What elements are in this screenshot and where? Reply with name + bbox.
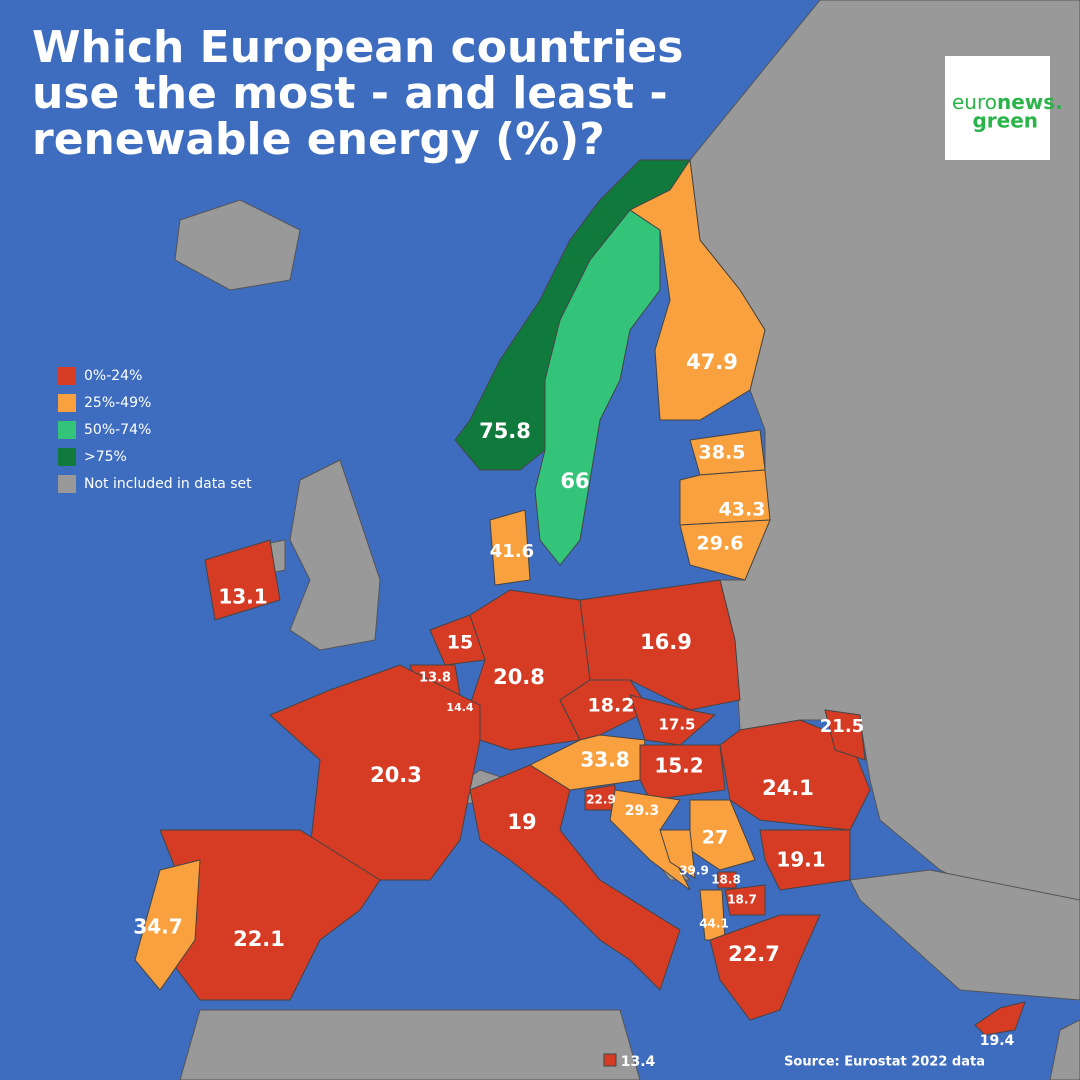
region-labels: 75.8 66 47.9 38.5 43.3 29.6 41.6 13.1 15 13.8 14.4…: [133, 350, 1014, 1070]
value-label: 34.7: [133, 915, 182, 939]
value-label: 22.7: [728, 942, 780, 966]
value-label: 18.7: [727, 893, 757, 907]
legend-swatch: [58, 475, 76, 493]
country: [629, 694, 717, 746]
logo-part: euro: [952, 90, 997, 114]
country: [719, 719, 871, 831]
value-label: 17.5: [658, 716, 695, 734]
country: [724, 884, 766, 916]
title-line: renewable energy (%)?: [32, 114, 605, 165]
country: [489, 509, 531, 586]
value-label: 22.1: [233, 927, 285, 951]
country: [134, 859, 201, 991]
logo: euronews. green: [945, 56, 1063, 160]
value-label: 19: [507, 810, 536, 834]
value-label: 44.1: [699, 917, 729, 931]
value-label: 41.6: [490, 541, 534, 562]
value-label: 13.4: [621, 1054, 656, 1070]
country: [679, 519, 771, 581]
logo-box: [945, 56, 1050, 160]
value-label: 43.3: [719, 499, 766, 521]
country: [204, 539, 281, 621]
logo-text: euronews.: [952, 90, 1063, 114]
value-label: 21.5: [820, 716, 864, 737]
legend-label: Not included in data set: [84, 476, 252, 492]
legend-swatch: [58, 421, 76, 439]
logo-text: green: [972, 109, 1038, 133]
value-label: 24.1: [762, 776, 814, 800]
other-land: [174, 0, 1080, 1080]
legend-label: >75%: [84, 449, 127, 465]
value-label: 39.9: [679, 864, 709, 878]
regions: [134, 158, 1026, 1067]
value-label: 33.8: [580, 748, 629, 772]
legend-label: 50%-74%: [84, 422, 151, 438]
country: [609, 789, 691, 891]
country: [709, 914, 821, 1021]
title-line: Which European countries: [32, 22, 683, 73]
value-label: 20.8: [493, 665, 545, 689]
legend: 0%-24% 25%-49% 50%-74% >75% Not included in …: [58, 367, 252, 493]
country: [603, 1053, 617, 1067]
value-label: 15.2: [654, 754, 703, 778]
country: [974, 1001, 1026, 1036]
value-label: 19.4: [980, 1033, 1015, 1049]
value-label: 18.8: [711, 873, 741, 887]
country: [629, 158, 766, 421]
value-label: 75.8: [479, 419, 531, 443]
value-label: 15: [447, 632, 473, 654]
value-label: 38.5: [699, 442, 746, 464]
value-label: 22.9: [586, 793, 616, 807]
value-label: 13.8: [419, 671, 451, 686]
country: [759, 829, 851, 891]
legend-swatch: [58, 448, 76, 466]
country: [269, 664, 481, 881]
value-label: 27: [702, 827, 728, 849]
value-label: 66: [560, 469, 589, 493]
title-line: use the most - and least -: [32, 68, 668, 119]
source: Source: Eurostat 2022 data: [784, 1055, 985, 1070]
country: [534, 209, 661, 566]
country: [717, 871, 737, 889]
country: [699, 889, 726, 941]
title: Which European countries use the most - …: [32, 22, 683, 165]
value-label: 16.9: [640, 630, 692, 654]
value-label: 29.6: [697, 533, 744, 555]
logo-part: news.: [997, 90, 1063, 114]
country: [639, 744, 726, 801]
legend-label: 25%-49%: [84, 395, 151, 411]
legend-swatch: [58, 367, 76, 385]
value-label: 20.3: [370, 763, 422, 787]
value-label: 19.1: [776, 848, 825, 872]
value-label: 14.4: [446, 701, 473, 714]
country: [659, 829, 696, 879]
legend-swatch: [58, 394, 76, 412]
value-label: 18.2: [588, 695, 635, 717]
legend-label: 0%-24%: [84, 368, 142, 384]
value-label: 29.3: [625, 803, 660, 819]
country: [824, 709, 866, 761]
value-label: 47.9: [686, 350, 738, 374]
value-label: 13.1: [218, 585, 267, 609]
country: [679, 469, 771, 526]
country: [469, 764, 681, 991]
